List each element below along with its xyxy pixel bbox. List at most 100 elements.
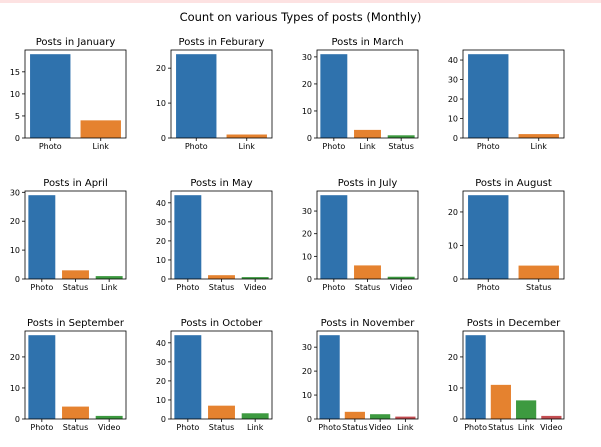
x-tick-label: Photo	[322, 142, 345, 151]
bar-photo	[468, 54, 509, 138]
subplot-frame	[170, 49, 273, 139]
bar-link	[354, 129, 381, 138]
y-tick-label: 0	[161, 275, 166, 284]
bar-photo	[465, 335, 486, 419]
subplot-1: Posts in January Photo Link 0 5 10 15	[10, 37, 127, 151]
subplot-frame	[24, 49, 127, 139]
x-tick-label: Video	[390, 283, 413, 292]
x-tick-label: Status	[526, 283, 552, 292]
bar-status	[387, 135, 415, 138]
subplot-3: Posts in March Photo Link Status 0 10 20 30	[302, 37, 419, 151]
bar-link	[95, 276, 123, 279]
x-tick-label: Photo	[176, 283, 199, 292]
x-tick-label: Status	[209, 423, 235, 432]
y-tick-label: 20	[448, 95, 458, 104]
subplot-title: Posts in May	[190, 178, 252, 189]
y-tick-label: 30	[448, 76, 458, 85]
bar-status	[354, 265, 381, 279]
x-tick-label: Status	[355, 283, 381, 292]
x-tick-label: Link	[101, 283, 118, 292]
figure-title: Count on various Types of posts (Monthly…	[179, 10, 422, 24]
y-tick-label: 10	[302, 391, 312, 400]
y-tick-label: 0	[453, 415, 458, 424]
y-tick-label: 20	[448, 353, 458, 362]
bar-photo	[28, 335, 56, 419]
subplot-frame	[316, 190, 419, 280]
bar-photo	[320, 195, 348, 279]
x-tick-label: Link	[247, 423, 264, 432]
x-tick-label: Status	[63, 423, 89, 432]
y-tick-label: 20	[10, 217, 20, 226]
x-tick-label: Photo	[185, 142, 208, 151]
x-tick-label: Photo	[464, 423, 487, 432]
x-tick-label: Link	[239, 142, 256, 151]
y-tick-label: 10	[10, 90, 20, 99]
subplot-2: Posts in Feburary Photo Link 0 10 20	[156, 37, 273, 151]
bar-link	[241, 413, 269, 419]
y-tick-label: 20	[302, 80, 312, 89]
y-tick-label: 0	[15, 275, 20, 284]
x-tick-label: Video	[244, 283, 267, 292]
x-tick-label: Link	[518, 423, 535, 432]
subplot-frame	[170, 330, 273, 420]
y-tick-label: 10	[10, 384, 20, 393]
bar-status	[62, 406, 89, 419]
x-tick-label: Status	[488, 423, 514, 432]
subplot-frame	[24, 190, 127, 280]
y-tick-label: 10	[302, 107, 312, 116]
bar-link	[518, 134, 559, 138]
subplot-title: Posts in March	[331, 37, 403, 48]
x-tick-label: Photo	[39, 142, 62, 151]
y-tick-label: 10	[448, 241, 458, 250]
y-tick-label: 10	[302, 252, 312, 261]
subplot-12: Posts in December Photo Status Link Video 0 10…	[448, 318, 565, 432]
bar-status	[62, 270, 89, 279]
y-tick-label: 10	[156, 256, 166, 265]
bar-video	[541, 415, 562, 419]
bar-photo	[28, 195, 56, 279]
x-tick-label: Status	[63, 283, 89, 292]
y-tick-label: 10	[156, 396, 166, 405]
x-tick-label: Link	[93, 142, 110, 151]
y-tick-label: 20	[448, 208, 458, 217]
bar-photo	[174, 335, 202, 419]
x-tick-label: Status	[342, 423, 368, 432]
subplot-10: Posts in October Photo Status Link 0 10 20 30 40	[156, 318, 273, 432]
x-tick-label: Photo	[318, 423, 341, 432]
y-tick-label: 30	[10, 188, 20, 197]
y-tick-label: 0	[307, 134, 312, 143]
x-tick-label: Link	[359, 142, 376, 151]
subplot-title: Posts in July	[338, 178, 398, 189]
bar-photo	[30, 54, 71, 138]
y-tick-label: 40	[156, 199, 166, 208]
bar-video	[370, 414, 391, 419]
bar-status	[344, 411, 365, 419]
bar-status	[208, 275, 235, 279]
y-tick-label: 0	[307, 275, 312, 284]
y-tick-label: 20	[156, 237, 166, 246]
subplot-frame	[316, 49, 419, 139]
subplot-7: Posts in July Photo Status Video 0 10 20 30	[302, 178, 419, 292]
x-tick-label: Photo	[322, 283, 345, 292]
y-tick-label: 0	[453, 275, 458, 284]
subplot-title: Posts in April	[43, 178, 107, 189]
subplot-frame	[170, 190, 273, 280]
y-tick-label: 20	[156, 377, 166, 386]
subplot-title: Posts in September	[27, 318, 125, 329]
subplot-title: Posts in December	[467, 318, 561, 329]
y-tick-label: 10	[156, 99, 166, 108]
bar-status	[518, 265, 559, 279]
x-tick-label: Status	[388, 142, 414, 151]
subplot-4: Photo Link 0 10 20 30 40	[448, 49, 565, 151]
y-tick-label: 30	[302, 53, 312, 62]
x-tick-label: Link	[531, 142, 548, 151]
subplot-frame	[316, 330, 419, 420]
y-tick-label: 5	[15, 112, 20, 121]
y-tick-label: 30	[156, 218, 166, 227]
y-tick-label: 0	[15, 415, 20, 424]
bar-video	[387, 276, 415, 279]
bar-photo	[174, 195, 202, 279]
y-tick-label: 10	[448, 384, 458, 393]
y-tick-label: 20	[302, 230, 312, 239]
